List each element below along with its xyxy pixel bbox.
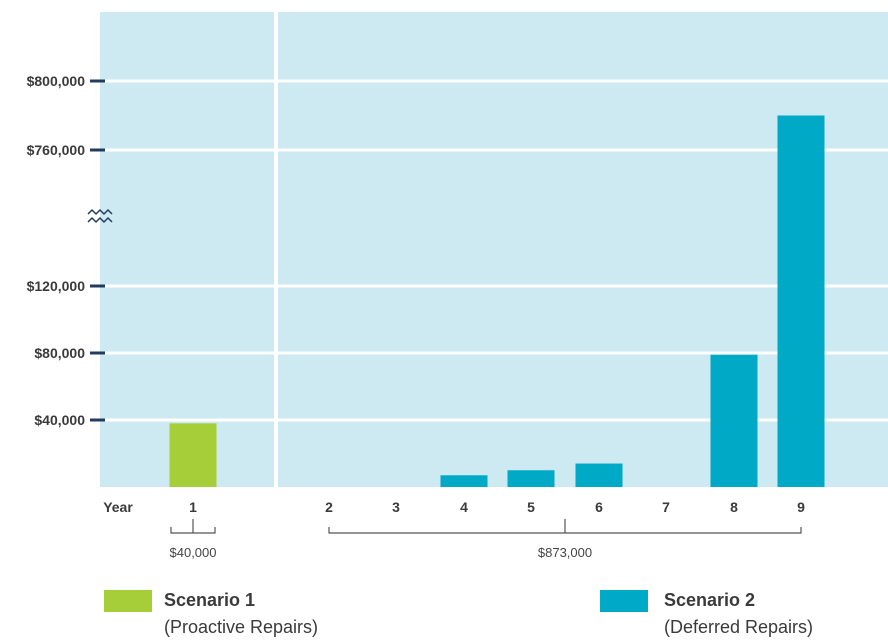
bar-year-4 <box>440 475 488 487</box>
bar-year-6 <box>575 463 623 487</box>
x-tick-label: 2 <box>325 499 333 515</box>
total-bracket <box>170 519 216 534</box>
bar-chart: $40,000 $80,000 $120,000 $760,000 $800,000 Y… <box>27 12 888 560</box>
y-tick-label: $760,000 <box>27 142 86 158</box>
legend-title: Scenario 2 <box>664 590 756 610</box>
legend-subtitle: (Proactive Repairs) <box>164 617 319 637</box>
bars <box>169 115 825 487</box>
y-tick-label: $80,000 <box>34 345 85 361</box>
bar-year-9 <box>777 115 825 487</box>
y-tick-label: $800,000 <box>27 73 86 89</box>
bar-year-1 <box>169 423 217 487</box>
x-axis: Year 1 2 3 4 5 6 7 8 9 <box>103 499 805 515</box>
y-tick-label: $40,000 <box>34 412 85 428</box>
x-tick-label: 6 <box>595 499 603 515</box>
total-bracket <box>328 519 802 534</box>
legend-swatch <box>104 590 152 612</box>
total-label: $40,000 <box>170 545 217 560</box>
x-tick-label: 3 <box>392 499 400 515</box>
legend-title: Scenario 1 <box>164 590 256 610</box>
x-tick-label: 4 <box>460 499 468 515</box>
bar-year-8 <box>710 354 758 487</box>
y-axis: $40,000 $80,000 $120,000 $760,000 $800,000 <box>27 73 105 428</box>
x-tick-label: 5 <box>527 499 535 515</box>
legend-subtitle: (Deferred Repairs) <box>664 617 814 637</box>
group-totals: $40,000 $873,000 <box>170 519 802 560</box>
x-tick-label: 8 <box>730 499 738 515</box>
x-axis-title: Year <box>103 499 133 515</box>
total-label: $873,000 <box>538 545 592 560</box>
plot-background <box>100 12 888 487</box>
y-tick-label: $120,000 <box>27 278 86 294</box>
axis-break-icon <box>87 208 113 224</box>
x-tick-label: 1 <box>189 499 197 515</box>
x-tick-label: 9 <box>797 499 805 515</box>
plot-area <box>100 12 888 487</box>
legend-swatch <box>600 590 648 612</box>
bar-year-5 <box>507 470 555 487</box>
x-tick-label: 7 <box>662 499 670 515</box>
section-divider <box>274 12 278 487</box>
